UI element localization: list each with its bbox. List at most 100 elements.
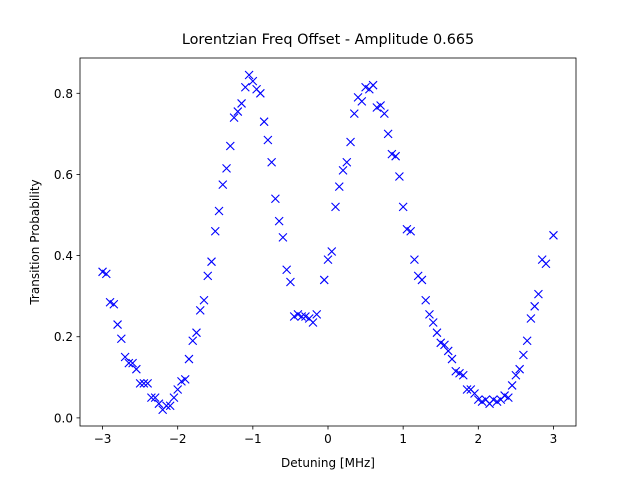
point bbox=[282, 265, 292, 275]
point bbox=[410, 255, 419, 265]
point bbox=[173, 385, 183, 394]
point bbox=[271, 194, 280, 204]
point bbox=[425, 310, 434, 319]
point bbox=[180, 374, 190, 384]
point bbox=[421, 295, 431, 305]
point bbox=[237, 99, 246, 108]
x-tick-label: 3 bbox=[550, 432, 558, 446]
point bbox=[255, 88, 265, 98]
point bbox=[120, 352, 130, 362]
point bbox=[248, 76, 258, 86]
point bbox=[440, 340, 449, 350]
y-tick-label: 0.4 bbox=[54, 249, 73, 263]
point bbox=[458, 370, 468, 380]
point bbox=[334, 182, 344, 192]
point bbox=[349, 109, 359, 118]
point bbox=[447, 354, 457, 364]
point bbox=[338, 165, 348, 175]
point bbox=[233, 107, 243, 116]
point bbox=[240, 82, 250, 92]
point bbox=[188, 336, 198, 346]
x-tick-label: 0 bbox=[324, 432, 332, 446]
point bbox=[541, 259, 551, 269]
x-tick-label: −2 bbox=[169, 432, 187, 446]
point bbox=[169, 393, 179, 402]
point bbox=[143, 379, 153, 388]
point bbox=[331, 202, 340, 212]
point bbox=[515, 364, 525, 374]
point bbox=[199, 295, 209, 305]
point bbox=[417, 275, 427, 285]
point bbox=[165, 401, 175, 411]
x-tick-label: −1 bbox=[244, 432, 262, 446]
point bbox=[203, 271, 213, 281]
point bbox=[297, 312, 307, 321]
point bbox=[139, 379, 149, 388]
point bbox=[443, 346, 453, 356]
point bbox=[383, 129, 393, 139]
x-tick-label: 2 bbox=[474, 432, 482, 446]
x-tick-label: 1 bbox=[399, 432, 407, 446]
point bbox=[312, 310, 322, 319]
point bbox=[357, 97, 367, 106]
point bbox=[263, 135, 273, 145]
point bbox=[519, 350, 528, 360]
chart-title: Lorentzian Freq Offset - Amplitude 0.665 bbox=[182, 32, 474, 48]
point bbox=[503, 393, 513, 402]
point bbox=[470, 389, 479, 398]
point bbox=[214, 206, 224, 216]
point bbox=[534, 289, 543, 299]
point bbox=[218, 180, 228, 189]
point bbox=[225, 141, 235, 151]
x-axis-label: Detuning [MHz] bbox=[281, 456, 375, 470]
point bbox=[327, 247, 337, 256]
point bbox=[286, 277, 295, 287]
plot-frame bbox=[79, 57, 577, 427]
y-tick-label: 0.2 bbox=[54, 330, 73, 344]
point bbox=[131, 364, 141, 374]
point bbox=[376, 101, 385, 110]
point bbox=[128, 358, 137, 368]
point bbox=[244, 70, 254, 80]
point bbox=[109, 299, 119, 309]
point bbox=[278, 232, 288, 242]
point bbox=[210, 226, 220, 236]
point bbox=[274, 216, 284, 226]
point bbox=[207, 257, 216, 267]
point bbox=[368, 80, 378, 90]
point bbox=[428, 318, 438, 327]
point bbox=[379, 109, 389, 118]
point bbox=[135, 379, 145, 388]
point bbox=[101, 269, 111, 279]
point bbox=[319, 275, 329, 285]
y-tick-label: 0.0 bbox=[54, 411, 73, 425]
point bbox=[229, 113, 239, 123]
point bbox=[323, 255, 333, 265]
point bbox=[116, 334, 126, 344]
point bbox=[113, 320, 122, 329]
point bbox=[395, 172, 404, 181]
point bbox=[192, 328, 201, 338]
y-tick-label: 0.6 bbox=[54, 168, 73, 182]
y-tick-label: 0.8 bbox=[54, 87, 73, 101]
point bbox=[154, 399, 164, 409]
point bbox=[522, 336, 532, 346]
y-axis-label: Transition Probability bbox=[28, 179, 42, 305]
point bbox=[259, 117, 269, 127]
point bbox=[398, 202, 408, 212]
point bbox=[184, 354, 194, 364]
point bbox=[549, 230, 558, 240]
point bbox=[391, 151, 401, 161]
point bbox=[526, 314, 536, 323]
point bbox=[150, 393, 160, 402]
point bbox=[511, 370, 521, 380]
point bbox=[124, 358, 134, 368]
point bbox=[507, 381, 517, 390]
point bbox=[530, 301, 540, 311]
x-tick-label: −3 bbox=[94, 432, 112, 446]
point bbox=[147, 393, 156, 402]
point bbox=[222, 163, 231, 173]
point bbox=[195, 305, 205, 315]
